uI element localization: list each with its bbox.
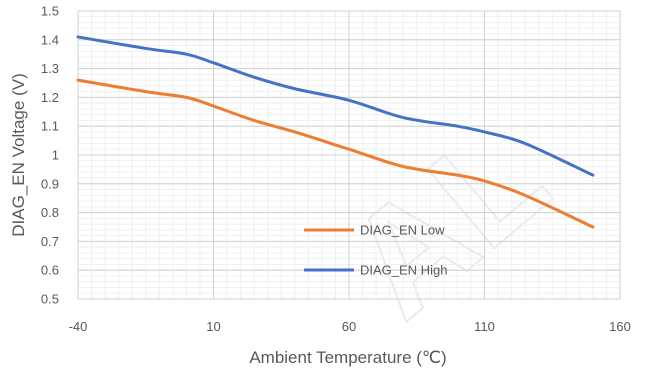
y-tick-label: 0.9: [41, 176, 59, 191]
x-tick-label: -40: [69, 319, 88, 334]
series-lines: [76, 35, 595, 229]
y-axis-title: DIAG_EN Voltage (V): [9, 73, 28, 236]
x-tick-label: 160: [609, 319, 631, 334]
x-axis-title: Ambient Temperature (℃): [249, 348, 446, 367]
y-tick-label: 1.5: [41, 4, 59, 19]
y-tick-label: 1: [52, 148, 59, 163]
legend-label-0: DIAG_EN Low: [360, 223, 445, 238]
x-tick-labels: -40 10 60 110 160: [69, 319, 631, 334]
y-tick-label: 0.5: [41, 292, 59, 307]
watermark-text: AL: [316, 92, 577, 349]
legend: DIAG_EN Low DIAG_EN High: [304, 223, 447, 278]
series-line-1: [76, 35, 595, 177]
legend-label-1: DIAG_EN High: [360, 263, 447, 278]
y-tick-label: 1.4: [41, 32, 59, 47]
x-tick-label: 110: [474, 319, 495, 334]
watermark: AL: [315, 91, 578, 350]
y-tick-label: 0.8: [41, 205, 59, 220]
x-tick-label: 60: [342, 319, 356, 334]
y-tick-label: 0.6: [41, 263, 59, 278]
y-tick-label: 1.1: [41, 119, 59, 134]
y-tick-labels: 0.5 0.6 0.7 0.8 0.9 1 1.1 1.2 1.3 1.4 1.5: [41, 4, 59, 307]
series-line-0: [76, 78, 595, 229]
x-tick-label: 10: [206, 319, 220, 334]
major-gridlines: [77, 10, 621, 300]
y-tick-label: 1.2: [41, 90, 59, 105]
y-tick-label: 0.7: [41, 234, 59, 249]
y-tick-label: 1.3: [41, 61, 59, 76]
